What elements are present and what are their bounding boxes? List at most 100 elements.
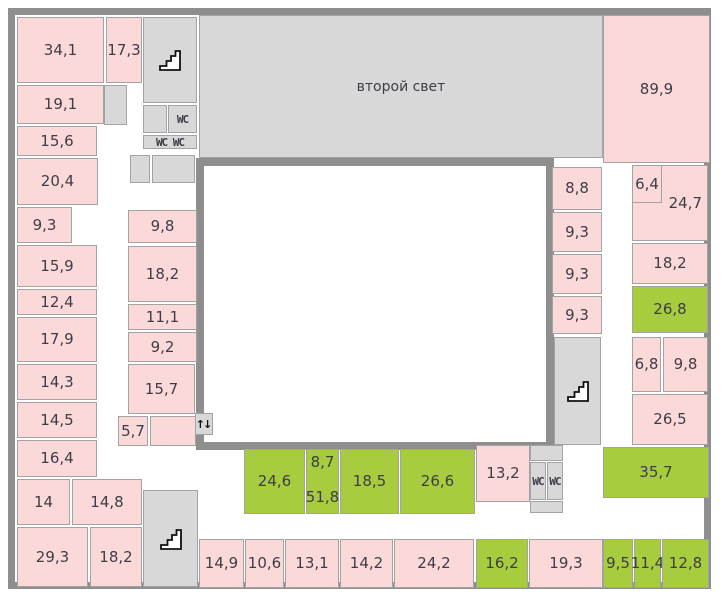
stairs-icon-wrap xyxy=(159,527,183,551)
service-cell-f xyxy=(530,501,563,513)
room-label: 9,5 xyxy=(606,554,630,572)
service-cell-d xyxy=(152,155,195,183)
room-label: 19,3 xyxy=(549,554,583,572)
room-9-3-b[interactable]: 9,3 xyxy=(552,212,602,252)
room-label: 16,4 xyxy=(40,449,74,467)
stairwell-bottom xyxy=(143,490,198,587)
room-18-2-a[interactable]: 18,2 xyxy=(90,527,142,587)
room-label: 15,9 xyxy=(40,256,74,275)
room-19-1[interactable]: 19,1 xyxy=(17,85,104,124)
room-14-9[interactable]: 14,9 xyxy=(199,539,244,588)
room-89-9[interactable]: 89,9 xyxy=(603,15,710,163)
room-label: 13,2 xyxy=(486,464,520,482)
room-6-8[interactable]: 6,8 xyxy=(632,337,661,392)
stairs-icon-wrap xyxy=(158,48,182,72)
room-15-7[interactable]: 15,7 xyxy=(128,364,195,414)
service-cell-e xyxy=(530,445,563,461)
stairs-icon xyxy=(566,381,589,402)
room-5-7[interactable]: 5,7 xyxy=(118,416,148,446)
room-26-6[interactable]: 26,6 xyxy=(400,449,475,514)
room-label: 18,2 xyxy=(99,547,133,566)
room-8-7[interactable]: 8,7 51,8 xyxy=(306,449,339,514)
room-9-3-d[interactable]: 9,3 xyxy=(552,296,602,334)
room-15-6[interactable]: 15,6 xyxy=(17,126,97,156)
room-label: 15,7 xyxy=(144,379,179,398)
stairs-icon xyxy=(159,528,182,550)
room-19-3[interactable]: 19,3 xyxy=(529,539,603,588)
room-18-2-c[interactable]: 18,2 xyxy=(632,243,708,284)
wc-bottom-2: WC xyxy=(547,462,563,500)
room-14-2[interactable]: 14,2 xyxy=(340,539,393,588)
room-label: 19,1 xyxy=(43,95,78,113)
room-label: 34,1 xyxy=(43,40,78,59)
room-label: 6,8 xyxy=(634,355,659,373)
room-label: 12,4 xyxy=(40,292,74,311)
room-label: 89,9 xyxy=(639,79,674,98)
room-17-3[interactable]: 17,3 xyxy=(106,17,142,83)
room-label: 8,8 xyxy=(565,179,589,197)
room-9-8-a[interactable]: 9,8 xyxy=(128,210,197,243)
room-13-1[interactable]: 13,1 xyxy=(285,539,339,588)
room-label: 8,7 xyxy=(310,453,335,471)
room-14-3[interactable]: 14,3 xyxy=(17,364,97,400)
room-18-5[interactable]: 18,5 xyxy=(340,449,399,514)
room-label: 14,2 xyxy=(349,554,384,572)
room-15-9[interactable]: 15,9 xyxy=(17,245,97,287)
room-label: 29,3 xyxy=(35,547,70,566)
room-13-2[interactable]: 13,2 xyxy=(476,445,530,502)
service-cell-b xyxy=(143,105,167,133)
room-6-4[interactable]: 6,4 xyxy=(632,165,662,203)
room-26-5[interactable]: 26,5 xyxy=(632,394,708,445)
room-label: WC xyxy=(549,474,561,488)
room-label: 11,1 xyxy=(145,307,180,326)
room-9-8-b[interactable]: 9,8 xyxy=(663,337,708,392)
room-label: WC xyxy=(532,474,544,488)
room-12-4[interactable]: 12,4 xyxy=(17,289,97,315)
room-label: 10,6 xyxy=(247,554,282,572)
room-label: 6,4 xyxy=(635,174,659,193)
room-8-8[interactable]: 8,8 xyxy=(552,167,602,210)
room-9-3-c[interactable]: 9,3 xyxy=(552,254,602,294)
room-11-4[interactable]: 11,4 xyxy=(631,539,664,588)
room-18-2-b[interactable]: 18,2 xyxy=(128,246,197,302)
room-label: 12,8 xyxy=(668,554,703,572)
room-label: 26,8 xyxy=(653,300,687,318)
room-label: 14,9 xyxy=(204,554,239,572)
room-20-4[interactable]: 20,4 xyxy=(17,158,98,205)
room-14[interactable]: 14 xyxy=(17,479,70,525)
stairwell-top-left xyxy=(143,17,197,103)
room-label: 14,8 xyxy=(90,492,124,511)
wc-bottom-1: WC xyxy=(530,462,546,500)
room-label: 16,2 xyxy=(485,554,519,572)
room-label: 24,2 xyxy=(417,554,451,572)
stairs-icon-wrap xyxy=(566,379,590,403)
service-cell-a xyxy=(104,85,127,125)
service-cell-c xyxy=(130,155,150,183)
elevator: ↑↓ xyxy=(195,413,213,435)
room-10-6[interactable]: 10,6 xyxy=(245,539,284,588)
room-9-5[interactable]: 9,5 xyxy=(603,539,633,588)
room-12-8[interactable]: 12,8 xyxy=(662,539,709,588)
room-11-1[interactable]: 11,1 xyxy=(128,304,197,330)
room-35-7[interactable]: 35,7 xyxy=(603,447,709,498)
room-9-2[interactable]: 9,2 xyxy=(128,332,197,362)
room-label: 26,6 xyxy=(420,472,455,490)
room-9-3-a[interactable]: 9,3 xyxy=(17,207,72,243)
room-label: 9,8 xyxy=(673,355,698,373)
room-16-4[interactable]: 16,4 xyxy=(17,440,97,477)
room-24-2[interactable]: 24,2 xyxy=(394,539,474,588)
room-34-1[interactable]: 34,1 xyxy=(17,17,104,83)
room-label: 17,9 xyxy=(40,330,74,348)
room-14-8[interactable]: 14,8 xyxy=(72,479,142,525)
room-14-5[interactable]: 14,5 xyxy=(17,402,97,438)
room-26-8[interactable]: 26,8 xyxy=(632,286,708,333)
room-label: 5,7 xyxy=(121,421,145,440)
room-label: 14,5 xyxy=(40,410,74,429)
room-29-3[interactable]: 29,3 xyxy=(17,527,88,587)
room-24-6[interactable]: 24,6 xyxy=(244,449,305,514)
room-17-9[interactable]: 17,9 xyxy=(17,317,97,362)
room-lift-shaft[interactable] xyxy=(150,416,196,446)
room-16-2[interactable]: 16,2 xyxy=(476,539,528,588)
room-label: второй свет xyxy=(356,78,446,95)
